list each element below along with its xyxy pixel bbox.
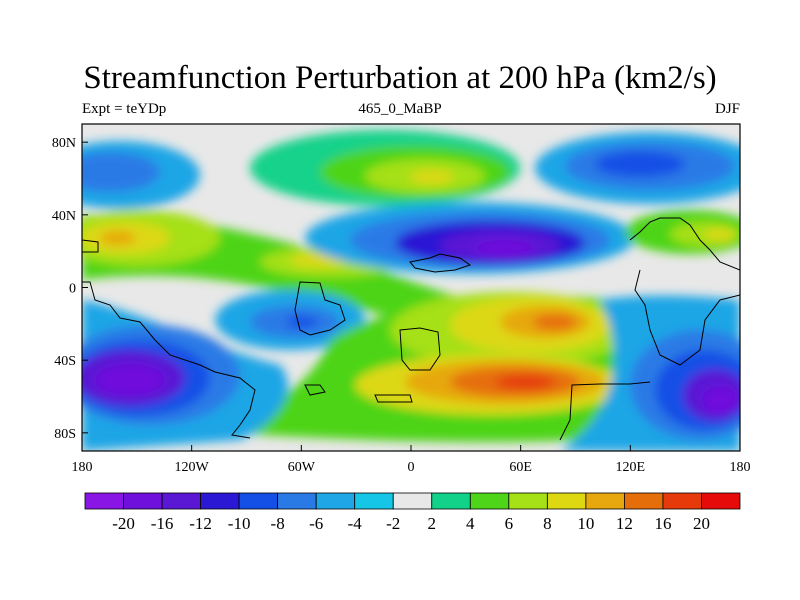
land-outlines <box>82 217 740 441</box>
colorbar-label: -20 <box>112 514 135 533</box>
field-shading <box>82 130 740 451</box>
colorbar-label: 10 <box>577 514 594 533</box>
colorbar-label: 8 <box>543 514 552 533</box>
colorbar-swatch <box>662 492 702 510</box>
colorbar-swatch <box>624 492 664 510</box>
colorbar-label: 6 <box>505 514 514 533</box>
colorbar-swatch <box>315 492 356 510</box>
colorbar-label: 2 <box>428 514 437 533</box>
colorbar-label: 16 <box>654 514 671 533</box>
colorbar-swatch <box>431 492 471 510</box>
colorbar-swatch <box>392 492 433 510</box>
colorbar-label: -16 <box>151 514 174 533</box>
colorbar-label: 20 <box>693 514 710 533</box>
colorbar-swatch <box>585 492 625 510</box>
run-label: 465_0_MaBP <box>358 101 442 117</box>
colorbar-swatch <box>84 492 124 510</box>
x-tick-label: 0 <box>408 460 415 475</box>
colorbar-label: -4 <box>348 514 363 533</box>
colorbar-label: -2 <box>386 514 400 533</box>
season-label: DJF <box>714 101 740 117</box>
y-tick-label: 80S <box>54 427 76 442</box>
colorbar-label: -6 <box>309 514 323 533</box>
colorbar-swatch <box>238 492 279 510</box>
colorbar-swatch <box>123 492 163 510</box>
page-title: Streamfunction Perturbation at 200 hPa (… <box>83 60 717 96</box>
colorbar-label: 4 <box>466 514 475 533</box>
experiment-label: Expt = teYDp <box>82 101 167 117</box>
colorbar-swatch <box>161 492 201 510</box>
colorbar-label: -12 <box>189 514 212 533</box>
x-tick-label: 60E <box>509 460 532 475</box>
x-tick-label: 60W <box>288 460 316 475</box>
colorbar-swatch <box>701 492 741 510</box>
x-tick-label: 120E <box>616 460 646 475</box>
y-tick-label: 80N <box>52 136 76 151</box>
colorbar-label: -8 <box>271 514 285 533</box>
colorbar-swatch <box>508 492 548 510</box>
colorbar-swatch <box>277 492 317 510</box>
y-tick-label: 40N <box>52 209 76 224</box>
x-tick-label: 180 <box>72 460 93 475</box>
colorbar-swatch <box>546 492 587 510</box>
colorbar-swatch <box>200 492 240 510</box>
colorbar-swatch <box>354 492 394 510</box>
x-tick-label: 120W <box>175 460 210 475</box>
x-tick-label: 180 <box>730 460 751 475</box>
colorbar-label: -10 <box>228 514 251 533</box>
y-tick-label: 40S <box>54 354 76 369</box>
y-tick-label: 0 <box>69 282 76 297</box>
colorbar-swatch <box>469 492 510 510</box>
colorbar-label: 12 <box>616 514 633 533</box>
